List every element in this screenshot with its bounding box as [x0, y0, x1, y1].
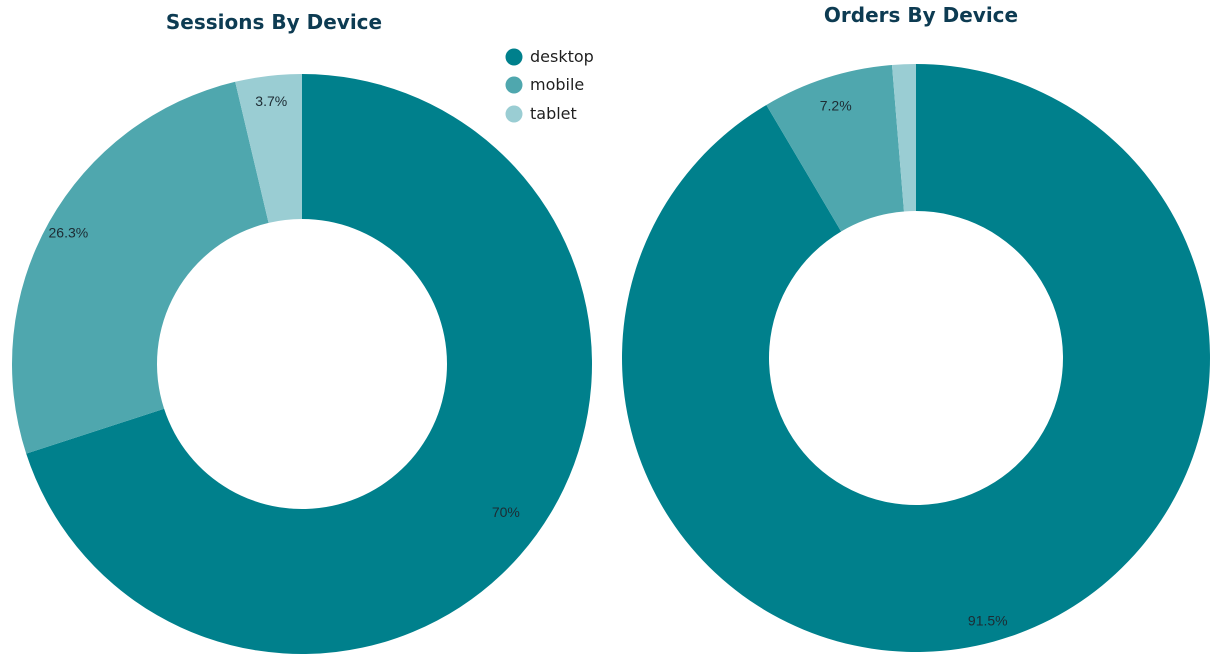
- slice-mobile[interactable]: [11, 81, 269, 454]
- chart-legend: desktop mobile tablet: [505, 47, 594, 123]
- slice-label-mobile: 26.3%: [49, 225, 89, 241]
- legend-label-tablet: tablet: [530, 104, 577, 123]
- slice-tablet[interactable]: [892, 64, 916, 212]
- slice-desktop[interactable]: [26, 74, 593, 655]
- legend-label-mobile: mobile: [530, 75, 584, 94]
- orders-slices: [621, 64, 1210, 652]
- legend-swatch-desktop: [505, 48, 523, 66]
- sessions-slices: [11, 74, 593, 655]
- sessions-slice-labels: 70% 26.3% 3.7%: [49, 93, 520, 520]
- slice-label-desktop: 91.5%: [968, 612, 1008, 628]
- orders-chart-title: Orders By Device: [824, 3, 1018, 27]
- slice-desktop[interactable]: [621, 64, 1210, 652]
- slice-label-desktop: 70%: [492, 504, 520, 520]
- legend-item-tablet[interactable]: tablet: [505, 104, 577, 123]
- slice-mobile[interactable]: [766, 64, 905, 232]
- orders-slice-labels: 91.5% 7.2%: [820, 97, 1008, 628]
- sessions-chart: Sessions By Device 70% 26.3% 3.7%: [11, 10, 593, 655]
- legend-label-desktop: desktop: [530, 47, 594, 66]
- sessions-chart-title: Sessions By Device: [166, 10, 382, 34]
- legend-item-mobile[interactable]: mobile: [505, 75, 585, 94]
- slice-label-mobile: 7.2%: [820, 97, 852, 113]
- slice-label-tablet: 3.7%: [255, 93, 287, 109]
- legend-swatch-tablet: [505, 105, 523, 123]
- orders-chart: Orders By Device 91.5% 7.2%: [621, 3, 1210, 652]
- slice-tablet[interactable]: [235, 74, 302, 223]
- legend-item-desktop[interactable]: desktop: [505, 47, 594, 66]
- legend-swatch-mobile: [505, 76, 523, 94]
